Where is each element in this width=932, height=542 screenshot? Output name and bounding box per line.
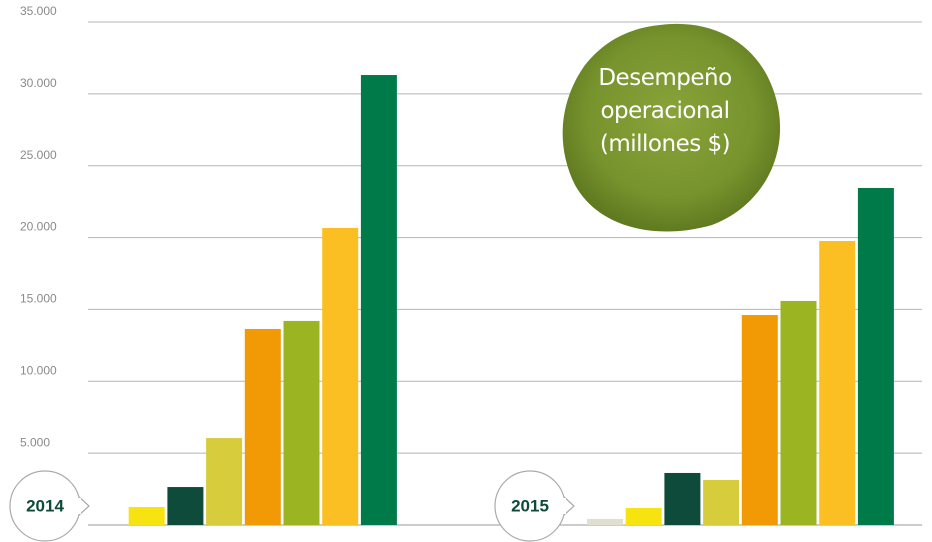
bar [587, 518, 623, 525]
y-tick-label: 5.000 [20, 435, 50, 449]
x-tick-label: 2015 [511, 496, 549, 515]
bar [360, 75, 397, 525]
x-tick-label: 2014 [26, 496, 64, 515]
y-tick-label: 20.000 [20, 220, 57, 234]
bar [322, 227, 359, 525]
bar [167, 487, 204, 525]
chart-title: Desempeño operacional (millones $) [598, 65, 732, 157]
bar [128, 507, 165, 525]
title-badge [562, 23, 781, 232]
bar [283, 320, 320, 525]
bar [625, 508, 662, 525]
bar [244, 328, 281, 525]
bar [741, 315, 778, 525]
bar [780, 300, 817, 525]
bubble-tail-cover [560, 498, 566, 514]
bar [819, 241, 856, 525]
bar [206, 438, 243, 525]
y-tick-label: 30.000 [20, 76, 57, 90]
bubble-tail-cover [75, 498, 81, 514]
bar [857, 187, 894, 526]
y-tick-label: 15.000 [20, 292, 57, 306]
y-tick-label: 25.000 [20, 148, 57, 162]
y-tick-label: 10.000 [20, 363, 57, 377]
y-tick-label: 35.000 [20, 4, 57, 18]
bar [664, 472, 701, 525]
bar [703, 480, 740, 525]
